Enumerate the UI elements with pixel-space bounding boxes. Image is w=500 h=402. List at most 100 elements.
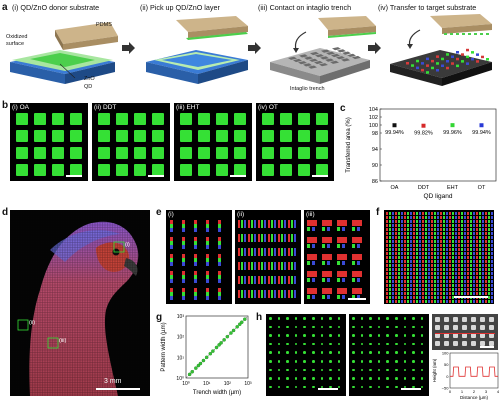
rgb-subpixel [473, 236, 475, 239]
trench-cell [337, 49, 346, 53]
green-dot [403, 334, 407, 337]
rgb-subpixel [434, 288, 436, 291]
afm-feature [444, 325, 449, 330]
rgb-subpixel [476, 256, 478, 259]
green-subpixel [261, 220, 263, 228]
target-pixel [451, 55, 454, 58]
rgb-subpixel [443, 288, 445, 291]
rgb-subpixel [449, 264, 451, 267]
green-dot [294, 377, 298, 380]
rgb-subpixel [440, 252, 442, 255]
trench-cell [336, 56, 345, 60]
rgb-subpixel [473, 232, 475, 235]
rgb-subpixel [401, 212, 403, 215]
rgb-subpixel [482, 216, 484, 219]
rgb-subpixel [437, 256, 439, 259]
rgb-subpixel [458, 288, 460, 291]
rgb-subpixel [416, 296, 418, 299]
blue-subpixel [264, 234, 266, 242]
data-point [392, 123, 397, 128]
rgb-subpixel [488, 244, 490, 247]
rgb-subpixel [443, 300, 445, 303]
rgb-subpixel [392, 284, 394, 287]
rgb-subpixel [467, 248, 469, 251]
stamp-pixel [450, 33, 453, 35]
blue-subpixel [342, 261, 345, 265]
rgb-subpixel [407, 300, 409, 303]
rgb-subpixel [425, 288, 427, 291]
trench-cell [304, 56, 313, 60]
rgb-subpixel [404, 244, 406, 247]
green-subpixel [337, 261, 340, 265]
rgb-subpixel [455, 292, 457, 295]
rgb-subpixel [434, 272, 436, 275]
rgb-subpixel [422, 264, 424, 267]
rgb-subpixel [404, 284, 406, 287]
green-subpixel [337, 295, 340, 299]
rgb-subpixel [422, 212, 424, 215]
rgb-subpixel [473, 212, 475, 215]
rgb-subpixel [470, 280, 472, 283]
green-dot [320, 317, 324, 320]
green-dot [269, 377, 272, 380]
rgb-subpixel [485, 252, 487, 255]
blue-subpixel [170, 279, 173, 283]
green-dot [395, 385, 398, 389]
rgb-subpixel [434, 232, 436, 235]
label-trench: Intaglio trench [290, 86, 325, 92]
green-subpixel [251, 220, 253, 228]
trench-cell [309, 58, 318, 62]
green-dot [337, 377, 341, 380]
rgb-subpixel [410, 248, 412, 251]
green-dot [420, 334, 424, 337]
red-subpixel [248, 248, 250, 256]
blue-subpixel [274, 220, 276, 228]
rgb-subpixel [401, 288, 403, 291]
green-dot [369, 325, 372, 329]
rgb-subpixel [446, 276, 448, 279]
green-dot [312, 334, 315, 337]
afm-feature [480, 317, 485, 322]
green-dot [294, 325, 298, 329]
rgb-subpixel [476, 288, 478, 291]
red-subpixel [238, 248, 240, 256]
green-subpixel [281, 262, 283, 270]
rgb-subpixel [410, 280, 412, 283]
rgb-subpixel [434, 236, 436, 239]
rgb-subpixel [386, 268, 388, 271]
rgb-subpixel [386, 276, 388, 279]
rgb-subpixel [452, 248, 454, 251]
green-dot [377, 317, 381, 320]
red-subpixel [258, 262, 260, 270]
data-point [219, 341, 223, 345]
data-point [225, 334, 230, 339]
rgb-subpixel [452, 296, 454, 299]
green-dot [395, 351, 398, 354]
rgb-subpixel [485, 240, 487, 243]
green-subpixel [337, 244, 340, 248]
rgb-subpixel [458, 236, 460, 239]
data-point [421, 123, 426, 128]
rgb-subpixel [419, 212, 421, 215]
rgb-subpixel [467, 272, 469, 275]
rgb-subpixel [416, 252, 418, 255]
rgb-subpixel [485, 228, 487, 231]
rgb-subpixel [398, 216, 400, 219]
tile-label: (iii) [306, 211, 315, 218]
rgb-subpixel [470, 288, 472, 291]
rgb-subpixel [449, 212, 451, 215]
green-dot [277, 377, 281, 380]
rgb-subpixel [398, 276, 400, 279]
rgb-subpixel [452, 236, 454, 239]
rgb-subpixel [413, 216, 415, 219]
rgb-subpixel [455, 224, 457, 227]
rgb-subpixel [452, 228, 454, 231]
rgb-subpixel [407, 232, 409, 235]
rgb-subpixel [413, 300, 415, 303]
green-subpixel [291, 276, 293, 284]
red-subpixel [218, 254, 221, 258]
rgb-subpixel [404, 236, 406, 239]
rgb-subpixel [482, 284, 484, 287]
rgb-subpixel [449, 284, 451, 287]
rgb-subpixel [425, 240, 427, 243]
